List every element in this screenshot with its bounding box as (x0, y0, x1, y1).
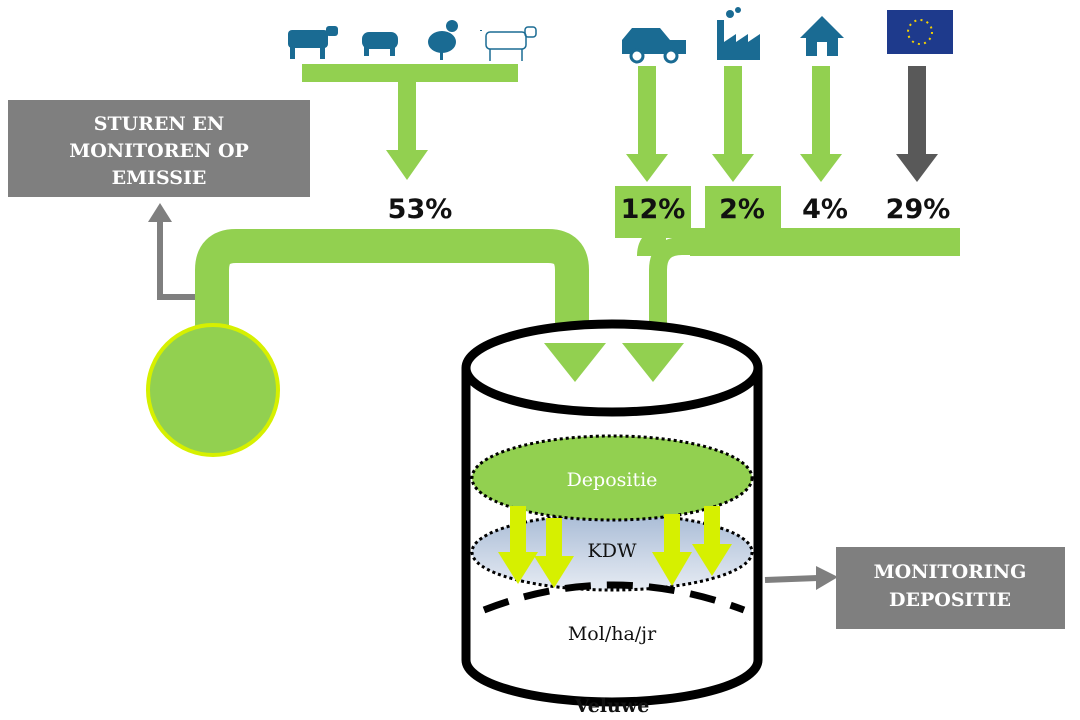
pipe-left (195, 229, 589, 345)
other-icons (622, 7, 953, 64)
share-label: 4% (802, 194, 848, 225)
arrow (544, 343, 606, 382)
share-label: 53% (388, 194, 453, 225)
cow-outline (485, 26, 537, 61)
kdw-label: KDW (588, 540, 637, 562)
share-label: 2% (719, 194, 765, 225)
cylinder-top (461, 319, 763, 417)
source-icons (288, 20, 482, 60)
arrow (622, 343, 684, 382)
source-circle (146, 323, 280, 457)
source-arrows (302, 64, 842, 238)
deposition-label: Depositie (567, 469, 658, 491)
pipe-right-bar (690, 228, 960, 256)
unit-label: Mol/ha/jr (568, 623, 657, 645)
share-label: 29% (886, 194, 951, 225)
deposition-layer (470, 434, 754, 522)
box-line: MONITORING (874, 561, 1027, 583)
pipe-bend (637, 227, 667, 257)
share-label: 12% (621, 194, 686, 225)
deposition-arrows (498, 506, 732, 588)
emission-box (8, 100, 310, 197)
arrowhead (816, 566, 838, 590)
box-line: DEPOSITIE (889, 589, 1011, 611)
monitor-arrow (764, 575, 819, 583)
pipe-right (649, 237, 960, 345)
monitoring-box (836, 547, 1065, 629)
box-line: MONITOREN OP (69, 140, 249, 162)
area-label: Veluwe (574, 695, 650, 717)
kdw-layer (470, 512, 754, 592)
arrowhead (148, 203, 172, 222)
dashed-arc (482, 581, 746, 614)
feedback-arrow (157, 220, 195, 300)
box-line: EMISSIE (112, 167, 207, 189)
eu-arrow (896, 66, 938, 182)
box-line: STUREN EN (94, 113, 225, 135)
